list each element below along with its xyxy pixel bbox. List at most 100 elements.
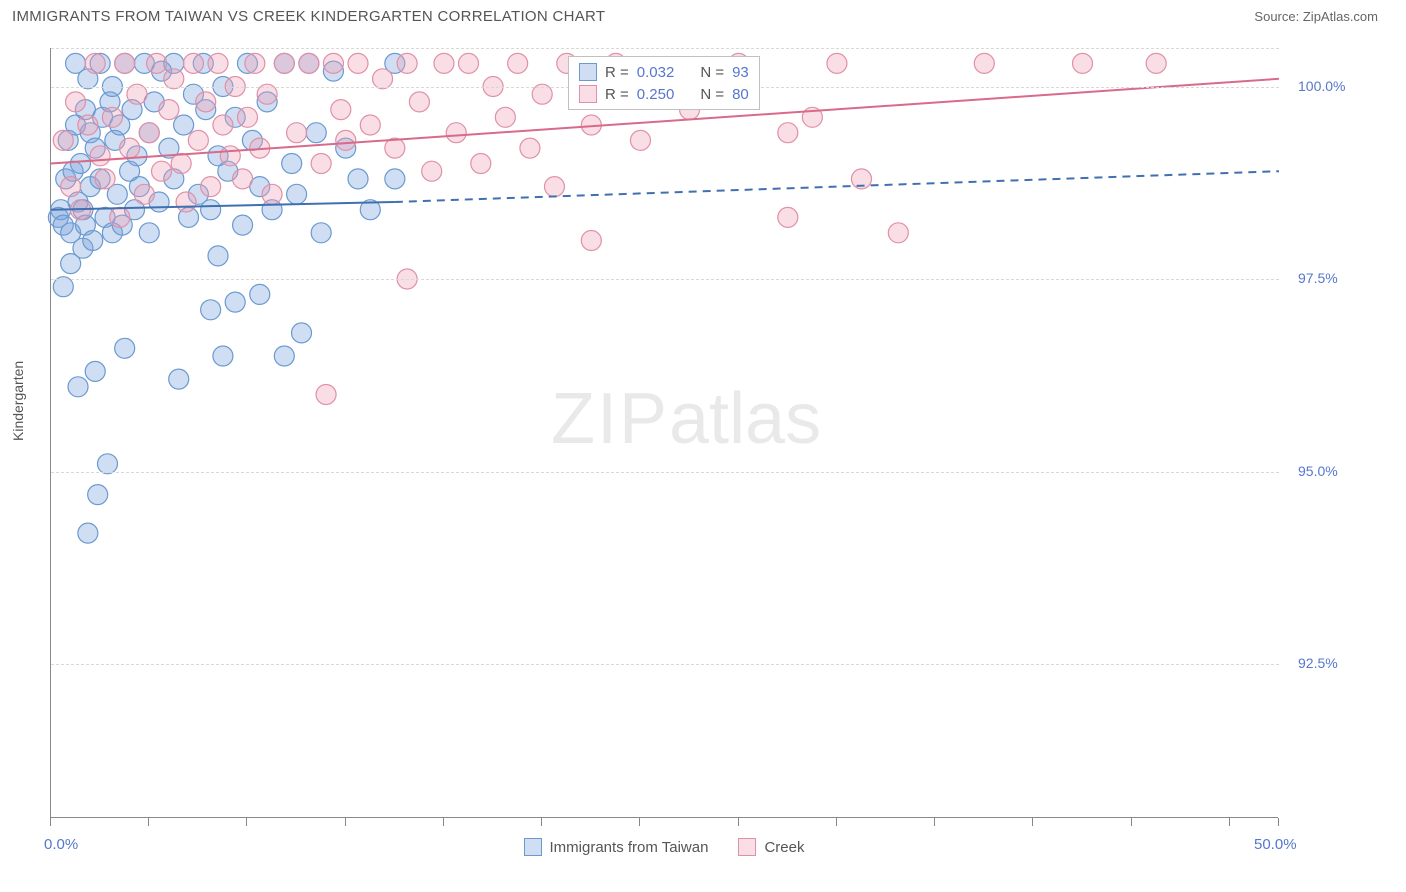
stat-swatch-1 xyxy=(579,85,597,103)
x-tick xyxy=(1229,818,1230,826)
stat-n-label-0: N = xyxy=(700,64,724,81)
chart-title: IMMIGRANTS FROM TAIWAN VS CREEK KINDERGA… xyxy=(12,8,605,25)
x-tick xyxy=(541,818,542,826)
data-point xyxy=(282,154,302,174)
data-point xyxy=(360,115,380,135)
data-point xyxy=(331,100,351,120)
data-point xyxy=(78,523,98,543)
x-tick xyxy=(639,818,640,826)
data-point xyxy=(213,115,233,135)
data-point xyxy=(159,100,179,120)
legend-item-0: Immigrants from Taiwan xyxy=(524,838,709,856)
x-tick xyxy=(443,818,444,826)
data-point xyxy=(237,107,257,127)
data-point xyxy=(183,53,203,73)
stat-row-0: R = 0.032 N = 93 xyxy=(579,61,749,83)
data-point xyxy=(581,231,601,251)
data-point xyxy=(1073,53,1093,73)
stat-r-label-1: R = xyxy=(605,86,629,103)
data-point xyxy=(459,53,479,73)
data-point xyxy=(120,138,140,158)
x-tick xyxy=(1278,818,1279,826)
data-point xyxy=(85,361,105,381)
gridline-h xyxy=(51,664,1279,665)
data-point xyxy=(348,169,368,189)
x-tick xyxy=(738,818,739,826)
data-point xyxy=(287,184,307,204)
data-point xyxy=(70,154,90,174)
data-point xyxy=(250,284,270,304)
x-tick-label: 0.0% xyxy=(44,836,78,853)
data-point xyxy=(201,300,221,320)
data-point xyxy=(827,53,847,73)
data-point xyxy=(53,130,73,150)
gridline-h xyxy=(51,472,1279,473)
data-point xyxy=(888,223,908,243)
legend-swatch-1 xyxy=(738,838,756,856)
data-point xyxy=(115,338,135,358)
x-tick xyxy=(836,818,837,826)
data-point xyxy=(88,485,108,505)
x-tick xyxy=(1032,818,1033,826)
data-point xyxy=(174,115,194,135)
data-point xyxy=(83,231,103,251)
data-point xyxy=(520,138,540,158)
legend-label-1: Creek xyxy=(764,839,804,856)
x-tick-label: 50.0% xyxy=(1254,836,1297,853)
data-point xyxy=(471,154,491,174)
data-point xyxy=(1146,53,1166,73)
data-point xyxy=(316,385,336,405)
data-point xyxy=(508,53,528,73)
data-point xyxy=(102,107,122,127)
data-point xyxy=(348,53,368,73)
stat-r-val-1: 0.250 xyxy=(637,86,675,103)
data-point xyxy=(974,53,994,73)
x-tick xyxy=(934,818,935,826)
data-point xyxy=(68,377,88,397)
stat-n-val-0: 93 xyxy=(732,64,749,81)
data-point xyxy=(196,92,216,112)
chart-container: Kindergarten ZIPatlas R = 0.032 N = 93 R… xyxy=(50,48,1388,818)
data-point xyxy=(188,130,208,150)
gridline-h xyxy=(51,48,1279,49)
chart-source: Source: ZipAtlas.com xyxy=(1254,9,1378,24)
stat-n-val-1: 80 xyxy=(732,86,749,103)
data-point xyxy=(208,53,228,73)
data-point xyxy=(61,177,81,197)
data-point xyxy=(495,107,515,127)
data-point xyxy=(201,200,221,220)
y-tick-label: 92.5% xyxy=(1298,655,1338,671)
x-tick xyxy=(246,818,247,826)
y-axis-label: Kindergarten xyxy=(10,361,26,441)
data-point xyxy=(630,130,650,150)
x-tick xyxy=(50,818,51,826)
bottom-legend: Immigrants from Taiwan Creek xyxy=(50,838,1278,856)
x-tick xyxy=(148,818,149,826)
stat-row-1: R = 0.250 N = 80 xyxy=(579,83,749,105)
data-point xyxy=(233,215,253,235)
data-point xyxy=(274,53,294,73)
data-point xyxy=(147,53,167,73)
data-point xyxy=(171,154,191,174)
data-point xyxy=(66,92,86,112)
data-point xyxy=(213,346,233,366)
data-point xyxy=(385,169,405,189)
data-point xyxy=(139,123,159,143)
source-value: ZipAtlas.com xyxy=(1303,9,1378,24)
data-point xyxy=(201,177,221,197)
data-point xyxy=(778,207,798,227)
y-tick-label: 97.5% xyxy=(1298,270,1338,286)
data-point xyxy=(152,161,172,181)
data-point xyxy=(134,184,154,204)
data-point xyxy=(208,246,228,266)
data-point xyxy=(434,53,454,73)
data-point xyxy=(262,184,282,204)
data-point xyxy=(336,130,356,150)
stat-legend: R = 0.032 N = 93 R = 0.250 N = 80 xyxy=(568,56,760,110)
data-point xyxy=(90,146,110,166)
scatter-svg xyxy=(51,48,1279,818)
data-point xyxy=(306,123,326,143)
stat-n-label-1: N = xyxy=(700,86,724,103)
data-point xyxy=(287,123,307,143)
data-point xyxy=(115,53,135,73)
